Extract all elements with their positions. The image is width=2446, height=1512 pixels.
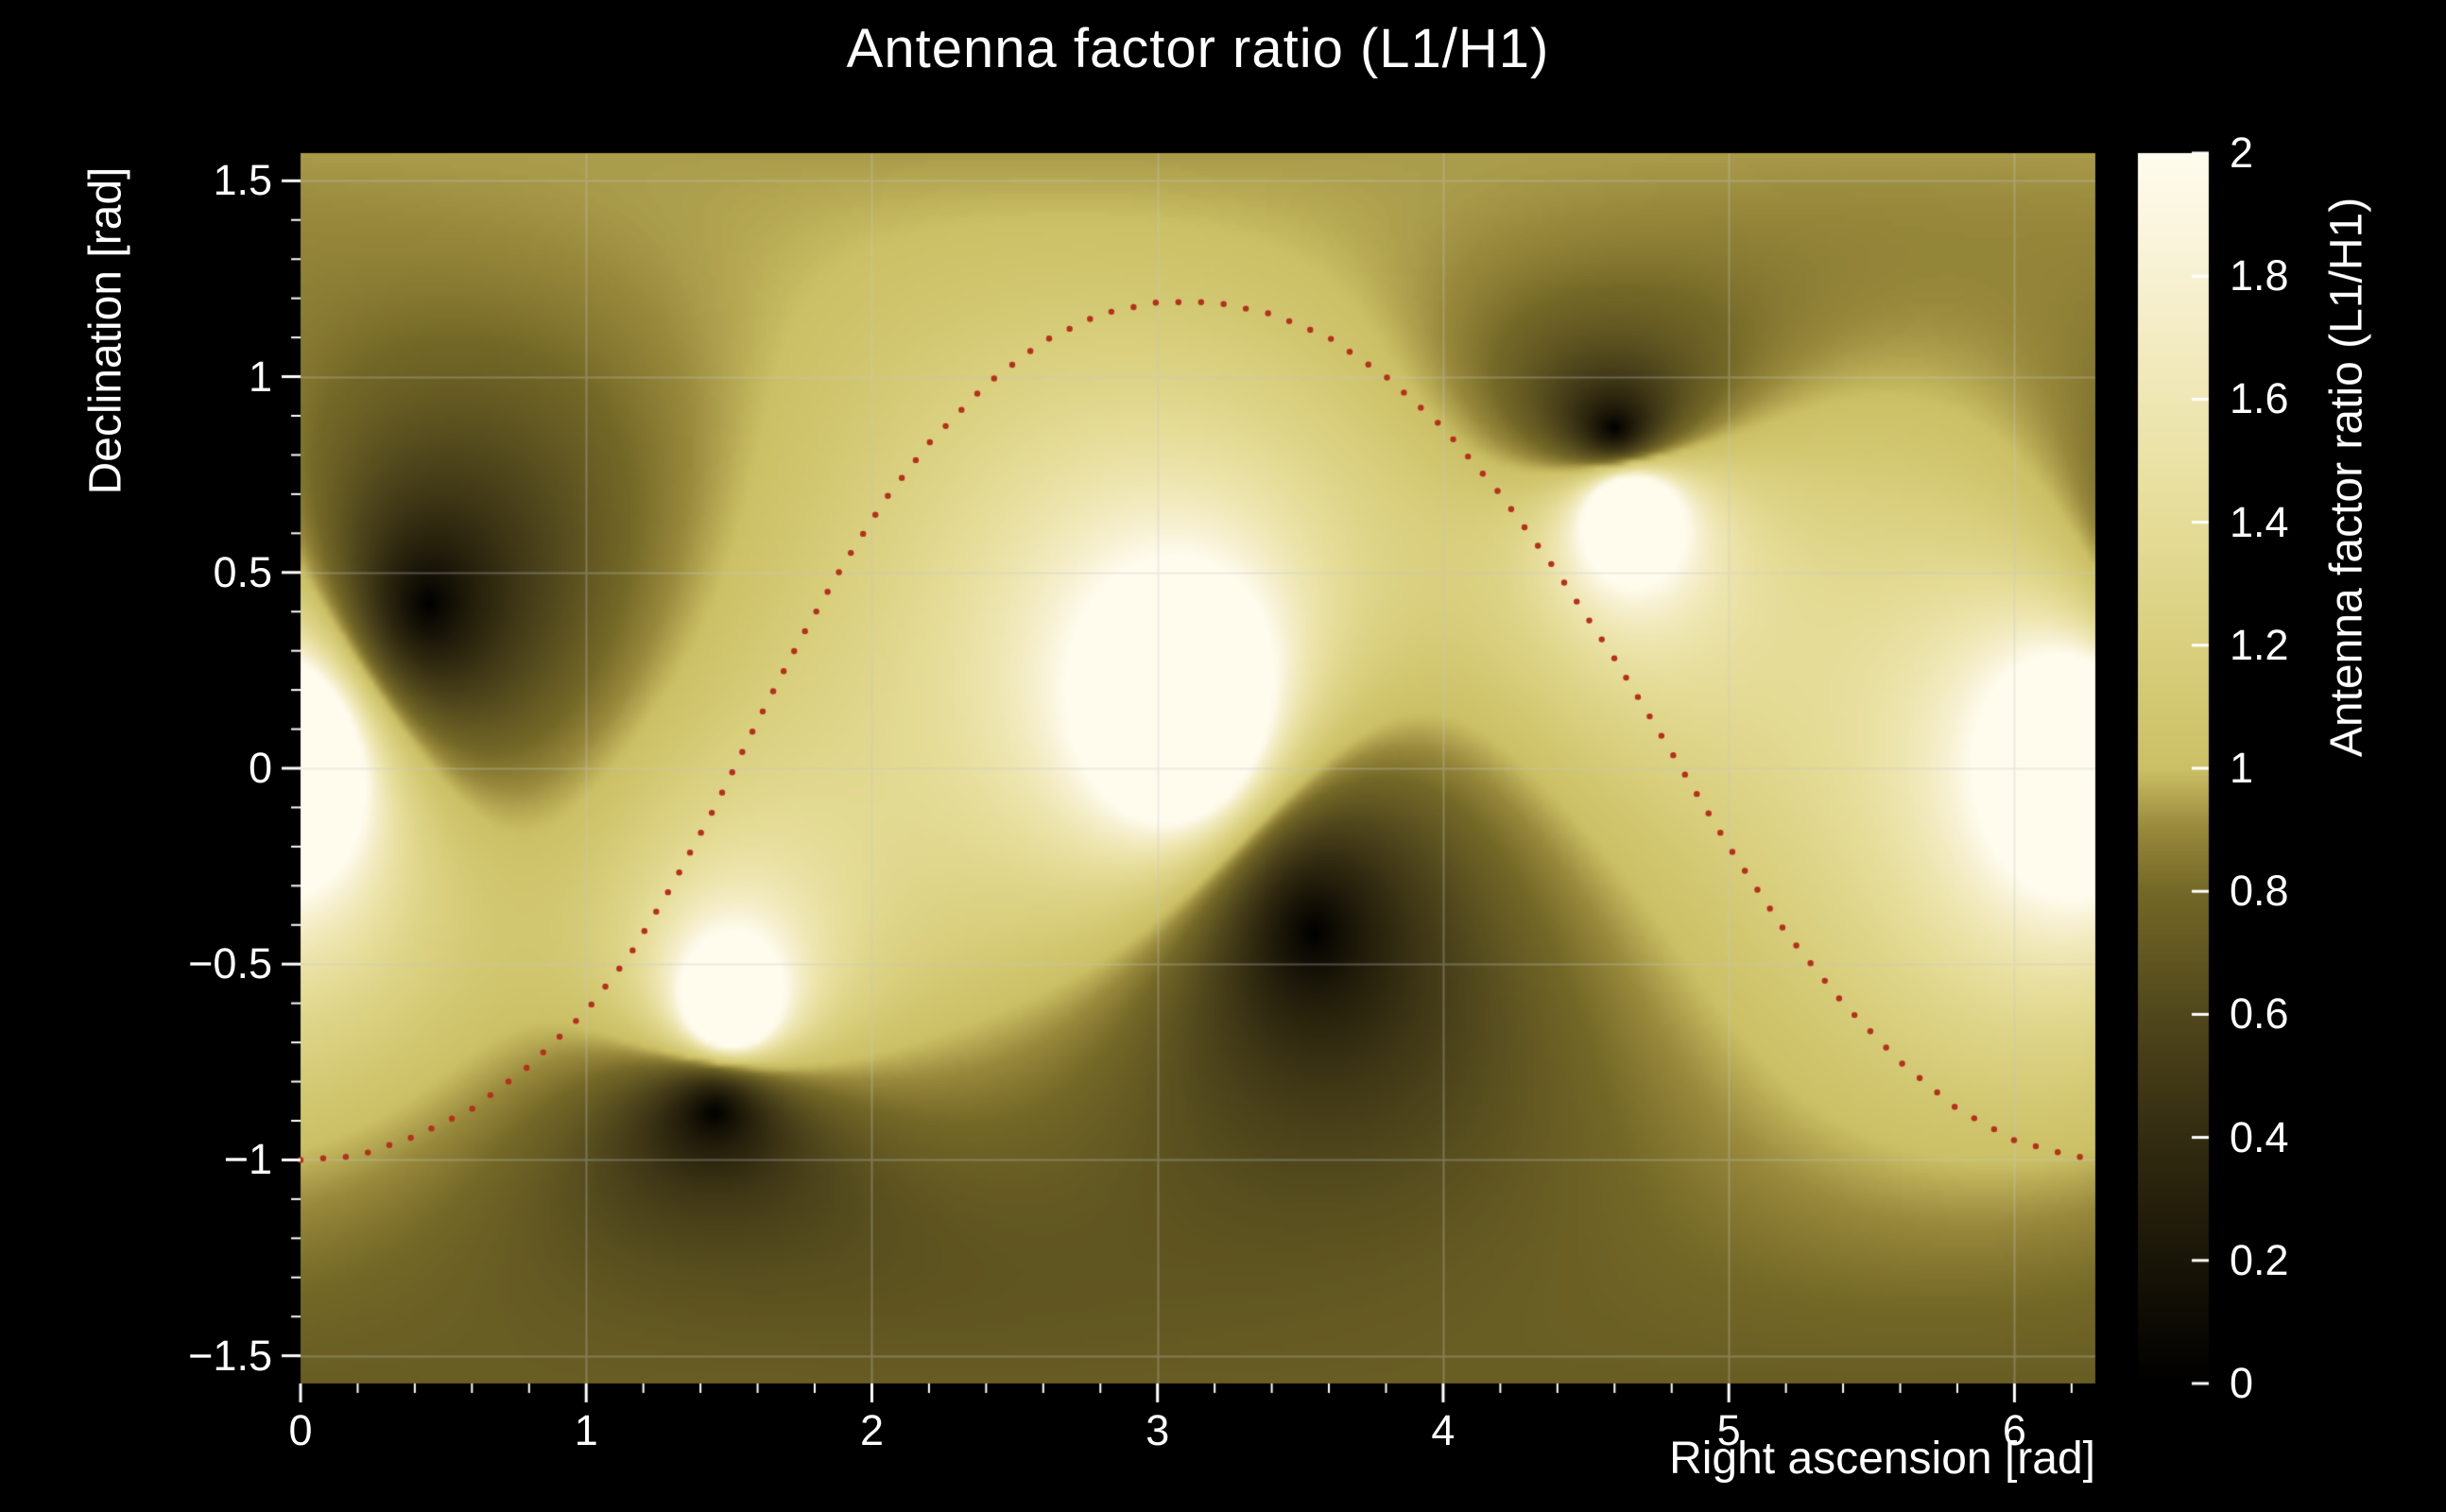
colorbar-tick-label: 1.6 [2230,374,2289,423]
colorbar-title: Antenna factor ratio (L1/H1) [2321,197,2372,758]
y-tick-label: 1.5 [213,156,272,205]
colorbar-tick-label: 0.6 [2230,989,2289,1039]
y-tick-label: 1 [248,352,272,401]
x-tick-label: 4 [1431,1406,1456,1454]
colorbar-tick-label: 1.8 [2230,251,2289,301]
x-tick-label: 0 [288,1406,313,1454]
colorbar-tick-label: 0.2 [2230,1235,2289,1284]
y-tick-label: 0.5 [213,547,272,596]
x-tick-label: 3 [1145,1406,1170,1454]
colorbar-tick-label: 1.4 [2230,497,2289,546]
y-tick-label: −1 [223,1135,272,1184]
colorbar-tick-label: 0.8 [2230,867,2289,916]
colorbar-tick-label: 0 [2230,1359,2254,1407]
y-axis-title: Declination [rad] [80,166,131,495]
colorbar-tick-label: 0.4 [2230,1112,2289,1161]
y-tick-label: 0 [248,744,272,792]
x-tick-label: 2 [859,1406,884,1454]
colorbar-tick-label: 1.2 [2230,620,2289,669]
x-tick-label: 1 [574,1406,598,1454]
x-tick-label: 6 [2002,1406,2026,1454]
y-tick-label: −0.5 [188,939,272,988]
colorbar-tick-label: 1 [2230,744,2254,792]
x-axis-title: Right ascension [rad] [1669,1434,2095,1484]
colorbar-tick-label: 2 [2230,129,2254,177]
y-tick-label: −1.5 [188,1331,272,1380]
chart-title: Antenna factor ratio (L1/H1) [846,18,1550,79]
x-tick-label: 5 [1716,1406,1741,1454]
